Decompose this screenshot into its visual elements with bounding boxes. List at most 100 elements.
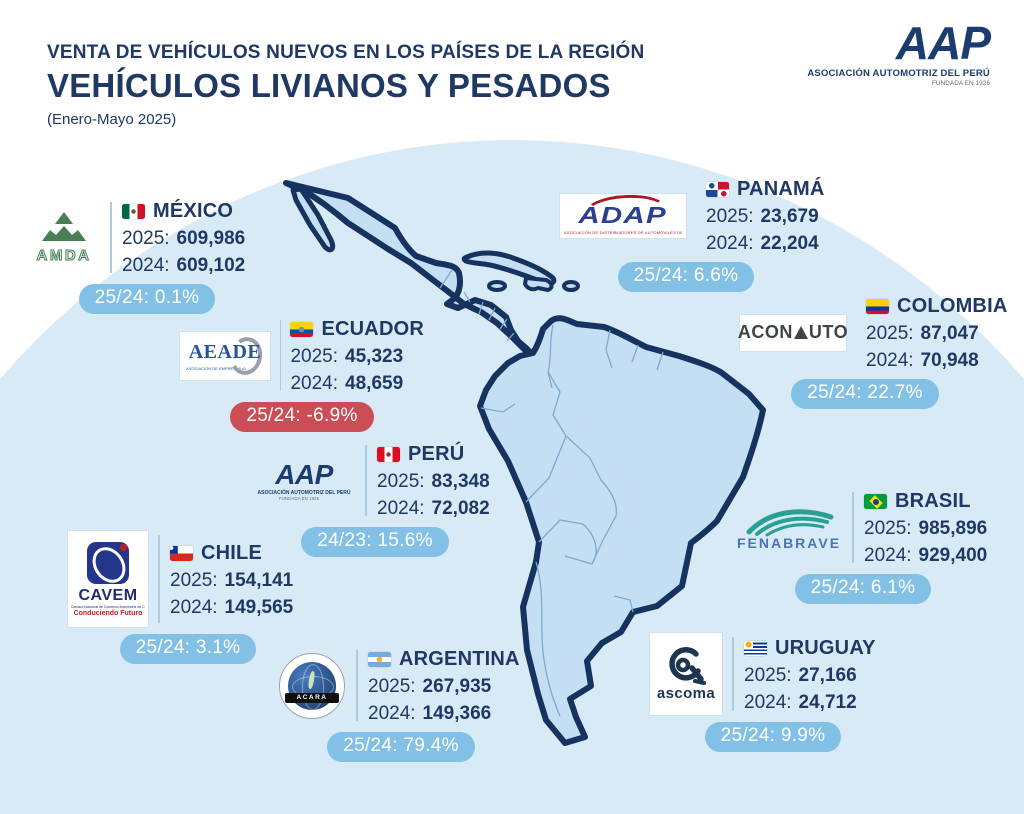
amda-logo: AMDA	[28, 211, 100, 265]
fenabrave-logo: FENABRAVE	[736, 505, 842, 551]
sales-row-2024: 2024: 24,712	[744, 691, 857, 713]
map-hispaniola	[523, 276, 554, 292]
amda-wordmark: AMDA	[36, 247, 92, 265]
map-mexico-central-america	[283, 180, 535, 357]
aap-tagline: FUNDADA EN 1926	[278, 495, 320, 501]
country-name: PANAMÁ	[737, 178, 825, 200]
cavem-emblem-icon	[87, 541, 129, 584]
sales-row-2024: 2024: 72,082	[377, 498, 490, 519]
divider	[158, 535, 160, 623]
growth-badge-mexico: 25/24: 0.1%	[78, 284, 216, 314]
country-block-chile: CAVEM Cámara Nacional de Comercio Automo…	[68, 531, 308, 664]
panama-flag-icon	[706, 182, 729, 197]
ascoma-spiral-icon	[669, 647, 706, 685]
sales-row-2025: 2025: 609,986	[122, 228, 246, 249]
sales-row-2024: 2024: 22,204	[706, 233, 819, 254]
cavem-logo: CAVEM Cámara Nacional de Comercio Automo…	[68, 531, 148, 627]
peru-flag-icon	[377, 447, 400, 462]
sales-row-2024: 2024: 48,659	[290, 373, 404, 394]
sales-row-2025: 2025: 45,323	[290, 346, 404, 367]
aap-peru-logo: AAP ASOCIACIÓN AUTOMOTRIZ DEL PERÚ FUNDA…	[253, 458, 355, 501]
acara-logo: ACARA	[278, 652, 346, 719]
country-name: MÉXICO	[153, 200, 234, 222]
growth-badge-panama: 25/24: 6.6%	[617, 262, 755, 292]
divider	[110, 202, 112, 273]
title-kicker: VENTA DE VEHÍCULOS NUEVOS EN LOS PAÍSES …	[47, 42, 645, 63]
country-block-uruguay: ascoma URUGUAY 2025: 27,166 2024: 24,712 2…	[650, 633, 896, 752]
sales-row-2025: 2025: 27,166	[744, 664, 857, 686]
growth-badge-chile: 25/24: 3.1%	[119, 634, 257, 664]
fenabrave-wordmark: FENABRAVE	[736, 534, 842, 551]
ascoma-wordmark: ascoma	[656, 685, 716, 702]
country-block-brasil: FENABRAVE BRASIL 2025: 985,896 2024: 929,4…	[736, 488, 990, 604]
aap-subtitle: ASOCIACIÓN AUTOMOTRIZ DEL PERÚ	[807, 68, 990, 79]
country-name: BRASIL	[895, 490, 971, 512]
aeade-logo: AEADE ASOCIACIÓN DE EMPRESAS AUTOMOTRICE…	[180, 331, 270, 380]
sales-row-2025: 2025: 87,047	[866, 323, 979, 344]
amda-tree-icon	[42, 212, 86, 241]
country-name: PERÚ	[408, 443, 465, 465]
divider	[732, 637, 734, 711]
brasil-flag-icon	[864, 494, 887, 509]
map-puerto-rico	[562, 280, 580, 292]
growth-badge-peru: 24/23: 15.6%	[301, 527, 449, 557]
sales-row-2025: 2025: 23,679	[706, 206, 819, 227]
divider	[365, 445, 367, 516]
country-name: CHILE	[201, 541, 262, 564]
mexico-flag-icon	[122, 204, 145, 219]
acara-emblem-icon: ACARA	[279, 652, 345, 719]
adap-subtitle: ASOCIACIÓN DE DISTRIBUIDORES DE AUTOMÓVI…	[564, 229, 682, 235]
country-name: URUGUAY	[775, 636, 876, 659]
growth-badge-colombia: 25/24: 22.7%	[791, 379, 939, 409]
uruguay-flag-icon	[744, 640, 767, 656]
map-south-america	[477, 315, 766, 746]
sales-row-2024: 2024: 609,102	[122, 255, 246, 276]
adap-logo: ADAP ASOCIACIÓN DE DISTRIBUIDORES DE AUT…	[560, 192, 686, 238]
growth-badge-argentina: 25/24: 79.4%	[327, 732, 475, 762]
argentina-flag-icon	[368, 652, 391, 667]
colombia-flag-icon	[866, 299, 889, 314]
sales-row-2024: 2024: 149,565	[170, 596, 294, 618]
ecuador-flag-icon	[290, 322, 314, 337]
sales-row-2025: 2025: 267,935	[368, 676, 492, 697]
sales-row-2024: 2024: 149,366	[368, 703, 492, 724]
divider	[852, 492, 854, 563]
sales-row-2025: 2025: 83,348	[377, 471, 490, 492]
chile-flag-icon	[170, 545, 193, 561]
map-country-borders	[439, 269, 664, 717]
map-baja-california	[290, 186, 336, 253]
acara-argentina-shape	[307, 670, 316, 689]
country-name: COLOMBIA	[897, 295, 1008, 317]
aap-wordmark: AAP	[275, 458, 333, 490]
ascoma-logo: ascoma	[650, 633, 722, 715]
aconauto-wordmark-post: UTO	[808, 322, 849, 342]
cavem-wordmark: CAVEM	[78, 586, 138, 604]
aconauto-triangle-icon	[793, 325, 808, 339]
growth-badge-ecuador: 25/24: -6.9%	[230, 402, 374, 432]
sales-row-2024: 2024: 929,400	[864, 545, 988, 566]
title-main: VEHÍCULOS LIVIANOS Y PESADOS	[47, 67, 611, 104]
growth-badge-brasil: 25/24: 6.1%	[794, 574, 932, 604]
country-name: ECUADOR	[321, 318, 424, 340]
country-block-mexico: AMDA MÉXICO 2025: 609,986 2024: 609,102 25…	[28, 198, 266, 314]
sales-row-2024: 2024: 70,948	[866, 350, 979, 371]
country-name: ARGENTINA	[399, 648, 520, 670]
adap-wordmark: ADAP	[578, 201, 668, 228]
aeade-wordmark: AEADE	[188, 340, 262, 363]
aap-tagline: FUNDADA EN 1926	[931, 80, 990, 87]
aap-subtitle: ASOCIACIÓN AUTOMOTRIZ DEL PERÚ	[257, 489, 351, 496]
title-period: (Enero-Mayo 2025)	[47, 111, 177, 128]
sales-row-2025: 2025: 154,141	[170, 569, 294, 591]
divider	[356, 650, 358, 721]
sales-row-2025: 2025: 985,896	[864, 518, 988, 539]
page-title: VENTA DE VEHÍCULOS NUEVOS EN LOS PAÍSES …	[47, 42, 644, 128]
aeade-subtitle: ASOCIACIÓN DE EMPRESAS AUTOMOTRICES DEL …	[186, 365, 246, 371]
aap-wordmark: AAP	[895, 17, 991, 69]
aconauto-wordmark-pre: ACON	[737, 322, 793, 342]
aconauto-logo: ACON UTO	[737, 314, 849, 351]
aap-brand-logo: AAP ASOCIACIÓN AUTOMOTRIZ DEL PERÚ FUNDA…	[807, 17, 991, 87]
country-block-ecuador: AEADE ASOCIACIÓN DE EMPRESAS AUTOMOTRICE…	[180, 316, 424, 432]
acara-wordmark: ACARA	[285, 692, 339, 703]
fenabrave-swoosh-icon	[746, 508, 834, 536]
